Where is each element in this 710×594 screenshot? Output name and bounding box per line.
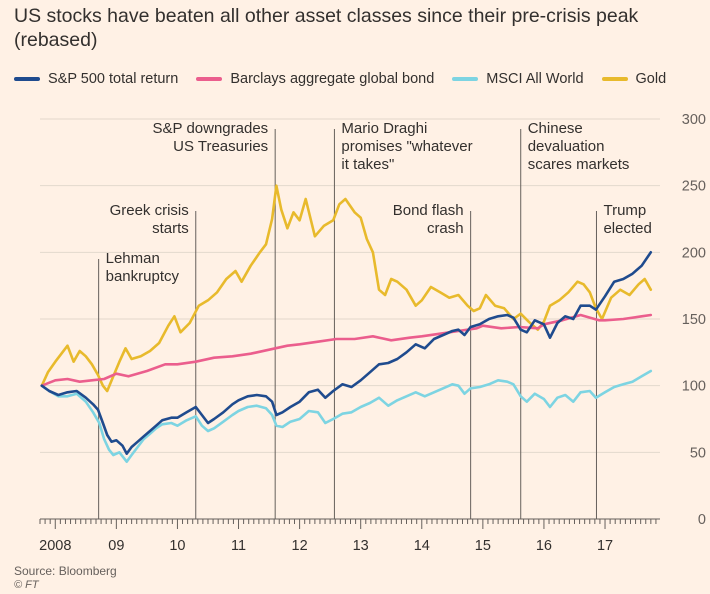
legend-item: S&P 500 total return [14,68,178,90]
legend-label: S&P 500 total return [48,71,179,87]
annotation-label: Chinese [528,120,583,137]
annotation-label: starts [152,220,189,237]
series-line [40,369,653,463]
y-tick-label: 200 [682,245,706,261]
x-tick-label: 16 [536,538,552,554]
x-tick-label: 09 [108,538,124,554]
annotation-label: Trump [603,202,646,219]
annotation-label: elected [603,220,651,237]
annotation-label: Bond flash [393,202,464,219]
annotation-label: Greek crisis [110,202,189,219]
x-tick-label: 13 [353,538,369,554]
annotation-label: bankruptcy [106,268,180,285]
y-tick-label: 50 [690,445,706,461]
y-tick-label: 0 [698,512,706,528]
x-tick-label: 14 [414,538,430,554]
annotation-label: US Treasuries [173,138,268,155]
x-tick-label: 12 [292,538,308,554]
legend-item: MSCI All World [452,68,584,90]
legend-label: MSCI All World [486,71,584,87]
legend-swatch [196,77,223,81]
x-tick-label: 2008 [39,538,71,554]
x-tick-label: 11 [231,538,246,554]
legend-label: Barclays aggregate global bond [230,71,435,87]
annotation-label: it takes" [341,156,394,173]
x-tick-label: 10 [169,538,185,554]
annotation-label: devaluation [528,138,605,155]
annotation-label: Lehman [106,250,160,267]
annotation-label: scares markets [528,156,630,173]
series-line [40,251,653,455]
series-line [40,184,653,393]
chart-title: US stocks have beaten all other asset cl… [14,5,639,51]
legend: S&P 500 total return Barclays aggregate g… [14,66,704,90]
x-tick-label: 15 [475,538,491,554]
annotation-label: promises "whatever [341,138,472,155]
series-line [40,313,653,387]
annotation-label: S&P downgrades [153,120,269,137]
legend-item: Barclays aggregate global bond [196,68,434,90]
y-tick-label: 100 [682,379,706,395]
annotation-label: crash [427,220,464,237]
legend-item: Gold [601,68,667,90]
source-note: Source: Bloomberg [14,564,117,578]
y-tick-label: 250 [682,179,706,195]
copyright-note: © FT [14,579,39,591]
y-tick-label: 300 [682,112,706,128]
legend-swatch [601,77,628,81]
legend-label: Gold [635,71,667,87]
annotation-label: Mario Draghi [341,120,427,137]
y-tick-label: 150 [682,312,706,328]
x-tick-label: 17 [597,538,613,554]
legend-swatch [14,77,40,81]
legend-swatch [452,77,479,81]
